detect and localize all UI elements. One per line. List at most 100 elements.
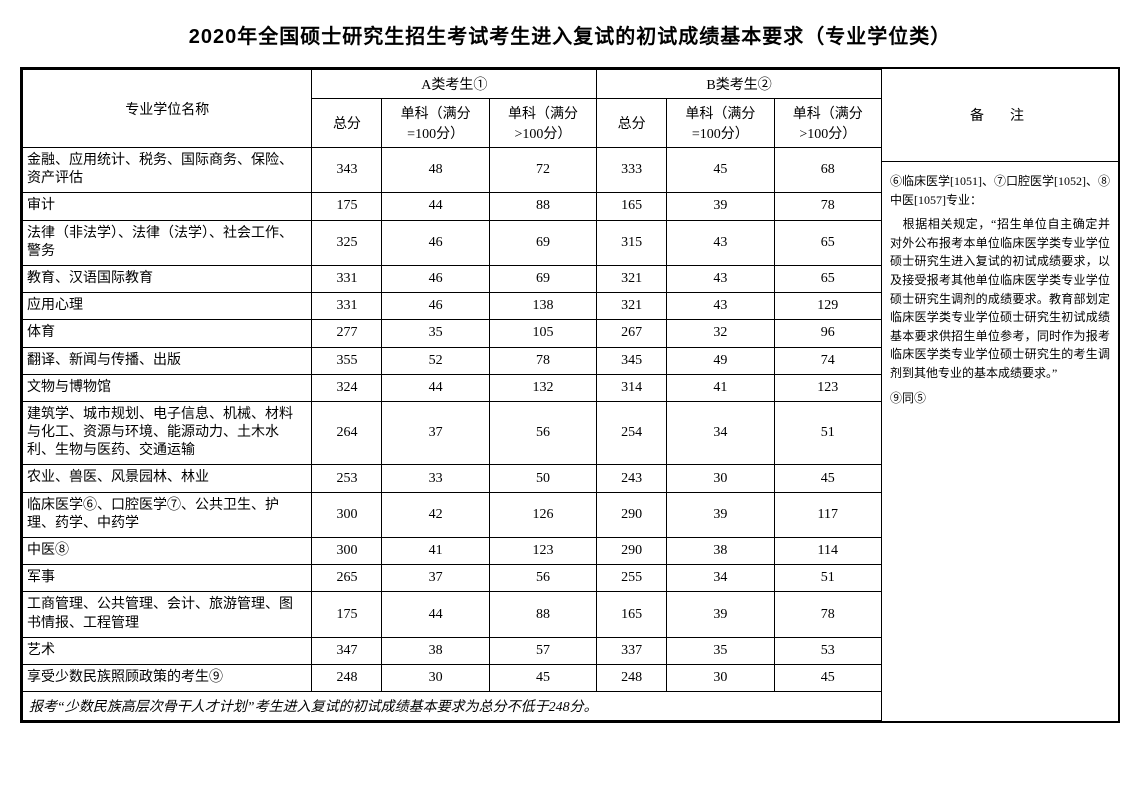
table-row: 体育277351052673296 [23, 320, 882, 347]
cell-b-1: 39 [667, 592, 774, 637]
table-row: 建筑学、城市规划、电子信息、机械、材料与化工、资源与环境、能源动力、土木水利、生… [23, 401, 882, 465]
row-name: 军事 [23, 565, 312, 592]
cell-a-2: 69 [489, 220, 596, 265]
row-name: 工商管理、公共管理、会计、旅游管理、图书情报、工程管理 [23, 592, 312, 637]
table-row: 艺术34738573373553 [23, 637, 882, 664]
cell-b-1: 43 [667, 265, 774, 292]
cell-a-0: 300 [312, 492, 382, 537]
cell-a-0: 331 [312, 265, 382, 292]
cell-a-2: 56 [489, 565, 596, 592]
row-name: 体育 [23, 320, 312, 347]
cell-a-0: 264 [312, 401, 382, 465]
table-row: 农业、兽医、风景园林、林业25333502433045 [23, 465, 882, 492]
cell-b-0: 314 [597, 374, 667, 401]
row-name: 建筑学、城市规划、电子信息、机械、材料与化工、资源与环境、能源动力、土木水利、生… [23, 401, 312, 465]
cell-a-1: 42 [382, 492, 489, 537]
cell-a-1: 44 [382, 592, 489, 637]
cell-b-1: 34 [667, 401, 774, 465]
cell-b-1: 49 [667, 347, 774, 374]
header-row-1: 专业学位名称 A类考生① B类考生② [23, 70, 882, 99]
cell-b-0: 255 [597, 565, 667, 592]
table-row: 翻译、新闻与传播、出版35552783454974 [23, 347, 882, 374]
cell-b-2: 65 [774, 220, 881, 265]
table-row: 中医⑧3004112329038114 [23, 538, 882, 565]
cell-a-0: 277 [312, 320, 382, 347]
cell-a-0: 248 [312, 664, 382, 691]
cell-a-2: 72 [489, 148, 596, 193]
remarks-body: ⑥临床医学[1051]、⑦口腔医学[1052]、⑧中医[1057]专业： 根据相… [882, 162, 1118, 423]
content-wrap: 专业学位名称 A类考生① B类考生② 总分 单科（满分=100分） 单科（满分>… [20, 67, 1120, 723]
remark-line-3: ⑨同⑤ [890, 389, 1110, 408]
table-row: 金融、应用统计、税务、国际商务、保险、资产评估34348723334568 [23, 148, 882, 193]
cell-b-2: 96 [774, 320, 881, 347]
table-body: 金融、应用统计、税务、国际商务、保险、资产评估34348723334568审计1… [23, 148, 882, 692]
row-name: 教育、汉语国际教育 [23, 265, 312, 292]
cell-a-0: 347 [312, 637, 382, 664]
cell-a-1: 41 [382, 538, 489, 565]
cell-b-1: 39 [667, 492, 774, 537]
cell-a-2: 69 [489, 265, 596, 292]
score-table: 专业学位名称 A类考生① B类考生② 总分 单科（满分=100分） 单科（满分>… [22, 69, 882, 721]
cell-a-0: 343 [312, 148, 382, 193]
cell-b-2: 123 [774, 374, 881, 401]
cell-b-0: 248 [597, 664, 667, 691]
remark-line-2: 根据相关规定，“招生单位自主确定并对外公布报考本单位临床医学类专业学位硕士研究生… [890, 215, 1110, 382]
table-row: 军事26537562553451 [23, 565, 882, 592]
cell-a-2: 138 [489, 293, 596, 320]
header-b-subover: 单科（满分>100分） [774, 99, 881, 148]
row-name: 临床医学⑥、口腔医学⑦、公共卫生、护理、药学、中药学 [23, 492, 312, 537]
cell-a-2: 123 [489, 538, 596, 565]
table-row: 文物与博物馆3244413231441123 [23, 374, 882, 401]
cell-a-1: 35 [382, 320, 489, 347]
cell-a-0: 175 [312, 193, 382, 220]
cell-a-1: 33 [382, 465, 489, 492]
footnote-cell: 报考“少数民族高层次骨干人才计划”考生进入复试的初试成绩基本要求为总分不低于24… [23, 692, 882, 721]
cell-b-0: 337 [597, 637, 667, 664]
cell-a-0: 253 [312, 465, 382, 492]
table-row: 临床医学⑥、口腔医学⑦、公共卫生、护理、药学、中药学30042126290391… [23, 492, 882, 537]
header-groupB: B类考生② [597, 70, 882, 99]
row-name: 农业、兽医、风景园林、林业 [23, 465, 312, 492]
row-name: 审计 [23, 193, 312, 220]
cell-a-2: 105 [489, 320, 596, 347]
cell-b-2: 65 [774, 265, 881, 292]
header-a-sub100: 单科（满分=100分） [382, 99, 489, 148]
cell-b-0: 321 [597, 265, 667, 292]
cell-b-1: 30 [667, 465, 774, 492]
cell-b-1: 38 [667, 538, 774, 565]
cell-b-2: 51 [774, 401, 881, 465]
table-row: 享受少数民族照顾政策的考生⑨24830452483045 [23, 664, 882, 691]
cell-b-0: 165 [597, 592, 667, 637]
cell-b-0: 243 [597, 465, 667, 492]
cell-a-1: 38 [382, 637, 489, 664]
cell-a-0: 300 [312, 538, 382, 565]
row-name: 法律（非法学）、法律（法学）、社会工作、警务 [23, 220, 312, 265]
cell-a-2: 50 [489, 465, 596, 492]
cell-b-2: 129 [774, 293, 881, 320]
cell-b-2: 117 [774, 492, 881, 537]
cell-b-2: 78 [774, 592, 881, 637]
cell-b-2: 78 [774, 193, 881, 220]
header-a-total: 总分 [312, 99, 382, 148]
table-row: 工商管理、公共管理、会计、旅游管理、图书情报、工程管理1754488165397… [23, 592, 882, 637]
cell-b-0: 290 [597, 492, 667, 537]
cell-b-0: 267 [597, 320, 667, 347]
cell-a-0: 175 [312, 592, 382, 637]
cell-a-2: 78 [489, 347, 596, 374]
cell-a-2: 45 [489, 664, 596, 691]
footnote-row: 报考“少数民族高层次骨干人才计划”考生进入复试的初试成绩基本要求为总分不低于24… [23, 692, 882, 721]
header-b-total: 总分 [597, 99, 667, 148]
row-name: 文物与博物馆 [23, 374, 312, 401]
cell-b-1: 32 [667, 320, 774, 347]
cell-a-2: 132 [489, 374, 596, 401]
cell-a-1: 48 [382, 148, 489, 193]
cell-b-0: 321 [597, 293, 667, 320]
cell-b-0: 315 [597, 220, 667, 265]
cell-b-0: 254 [597, 401, 667, 465]
cell-b-2: 68 [774, 148, 881, 193]
cell-b-1: 43 [667, 293, 774, 320]
header-b-sub100: 单科（满分=100分） [667, 99, 774, 148]
cell-a-2: 88 [489, 193, 596, 220]
cell-a-1: 37 [382, 565, 489, 592]
cell-b-2: 45 [774, 664, 881, 691]
